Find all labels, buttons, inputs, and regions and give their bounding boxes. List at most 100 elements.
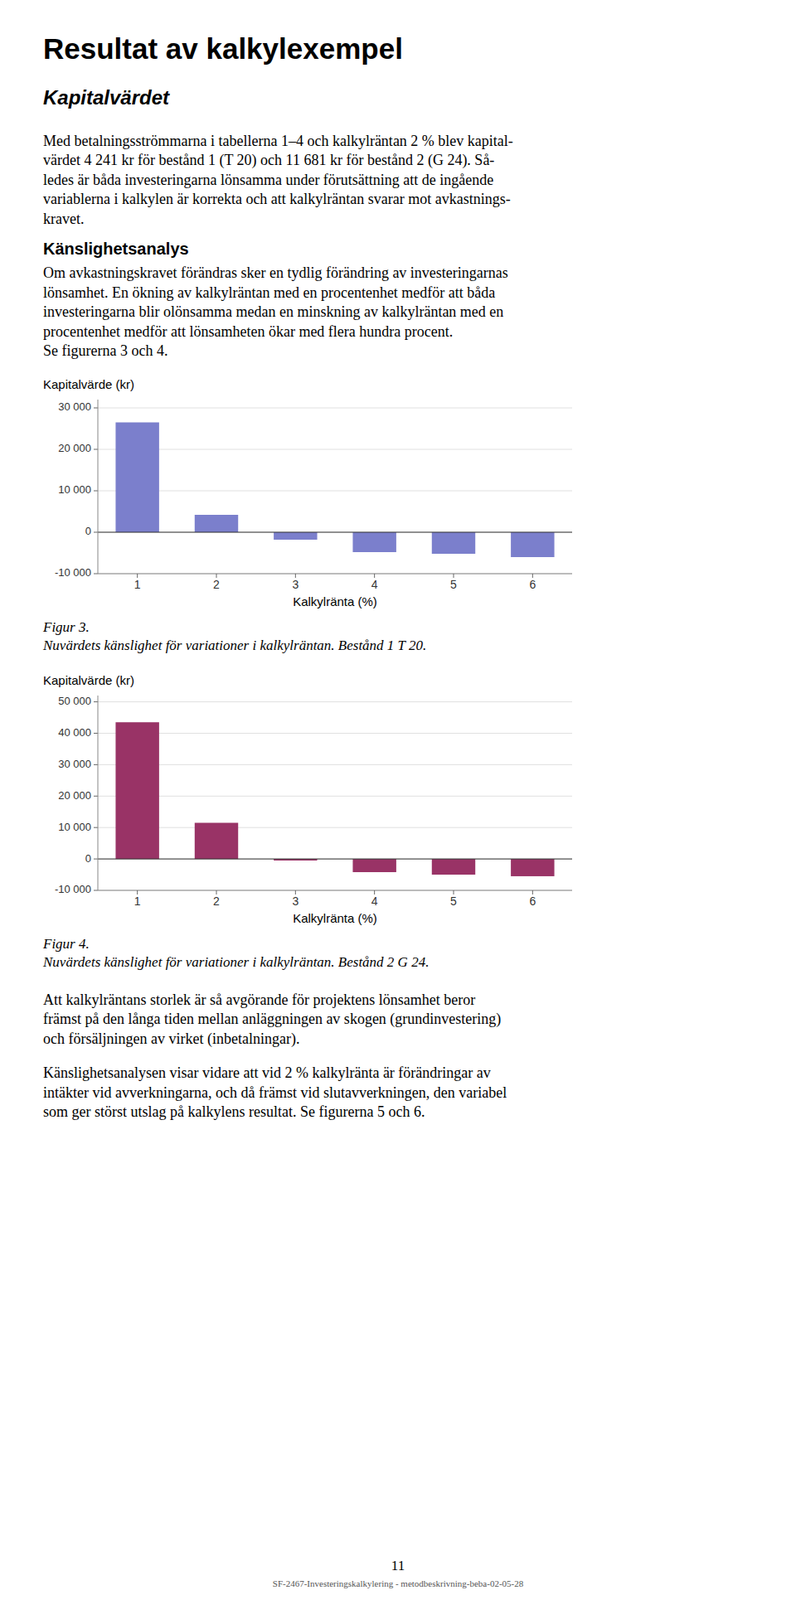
- footer: SF-2467-Investeringskalkylering - metodb…: [272, 1578, 525, 1589]
- x-tick: [216, 890, 218, 895]
- x-axis-label: Kalkylränta (%): [292, 911, 378, 926]
- x-tick-label: 3: [291, 577, 299, 592]
- grid-line: [97, 827, 573, 829]
- zero-line: [97, 532, 573, 534]
- bar-chart: Kapitalvärde (kr)-10 000010 00020 00030 …: [42, 673, 573, 970]
- y-tick: [93, 532, 98, 534]
- bar: [510, 532, 554, 558]
- grid-line: [97, 701, 573, 703]
- x-tick-label: 1: [134, 894, 141, 908]
- x-tick-label: 4: [371, 894, 379, 908]
- y-axis-label: Kapitalvärde (kr): [43, 673, 135, 688]
- x-tick: [216, 573, 218, 578]
- y-tick-label: -10 000: [54, 883, 92, 896]
- bar-chart: Kapitalvärde (kr)-10 000010 00020 00030 …: [42, 377, 573, 653]
- paragraph-line: värdet 4 241 kr för bestånd 1 (T 20) och…: [43, 151, 495, 170]
- y-tick: [93, 490, 98, 492]
- y-tick: [93, 449, 98, 451]
- grid-line: [97, 407, 573, 409]
- x-tick-label: 5: [450, 577, 457, 592]
- x-tick-label: 3: [291, 894, 299, 908]
- bars: [115, 722, 554, 877]
- x-tick: [373, 890, 375, 895]
- y-tick: [93, 407, 98, 409]
- y-tick-label: -10 000: [54, 566, 92, 579]
- paragraph-line: främst på den långa tiden mellan anläggn…: [43, 1010, 501, 1029]
- x-tick-label: 6: [529, 577, 536, 592]
- y-tick-label: 10 000: [58, 483, 92, 496]
- y-tick: [93, 827, 98, 829]
- x-tick-label: 1: [134, 577, 141, 592]
- paragraph-line: procentenhet medför att lönsamheten ökar…: [43, 323, 453, 340]
- figure-label: Figur 3.: [42, 619, 90, 636]
- paragraph-line: Med betalningsströmmarna i tabellerna 1–…: [43, 132, 514, 150]
- grid-line: [97, 573, 573, 575]
- bar: [273, 532, 317, 540]
- page-number: 11: [391, 1558, 405, 1574]
- x-axis-label: Kalkylränta (%): [292, 594, 378, 609]
- bars: [115, 422, 554, 559]
- x-tick-label: 5: [450, 894, 457, 908]
- paragraph-line: ledes är båda investeringarna lönsamma u…: [43, 171, 494, 189]
- paragraph-line: kravet.: [43, 210, 84, 228]
- y-tick: [93, 890, 98, 892]
- y-tick: [93, 701, 98, 703]
- zero-line: [97, 859, 573, 860]
- bar: [194, 514, 238, 533]
- y-tick-label: 0: [85, 852, 92, 865]
- x-tick: [453, 890, 455, 895]
- x-tick-label: 2: [213, 577, 220, 592]
- x-tick: [453, 573, 455, 578]
- x-axis-line: [97, 890, 573, 892]
- bar: [352, 859, 396, 873]
- paragraph-line: Känslighetsanalysen visar vidare att vid…: [43, 1064, 491, 1082]
- paragraph-line: intäkter vid avverkningarna, och då främ…: [43, 1084, 507, 1102]
- y-tick-label: 20 000: [58, 441, 92, 455]
- y-tick: [93, 764, 98, 766]
- paragraph-line: investeringarna blir olönsamma medan en …: [43, 303, 504, 321]
- x-tick: [136, 890, 138, 895]
- grid-line: [97, 490, 573, 492]
- x-tick: [532, 890, 534, 895]
- y-axis-line: [97, 399, 99, 574]
- y-tick: [93, 859, 98, 860]
- grid-line: [97, 532, 573, 534]
- bar: [115, 722, 159, 860]
- x-tick: [136, 573, 138, 578]
- grid-line: [97, 859, 573, 860]
- x-tick: [373, 573, 375, 578]
- figure-caption: Nuvärdets känslighet för variationer i k…: [42, 954, 429, 971]
- grid-line: [97, 732, 573, 734]
- bar: [431, 532, 476, 554]
- y-tick-label: 0: [85, 524, 92, 538]
- grid-line: [97, 764, 573, 766]
- x-tick: [532, 573, 534, 578]
- paragraph-line: Att kalkylräntans storlek är så avgörand…: [43, 991, 476, 1009]
- x-axis-line: [97, 573, 573, 575]
- paragraph-line: lönsamhet. En ökning av kalkylräntan med…: [43, 284, 496, 301]
- paragraph-line: Om avkastningskravet förändras sker en t…: [43, 264, 509, 282]
- y-tick: [93, 796, 98, 797]
- bar: [194, 823, 238, 860]
- section-heading: Känslighetsanalys: [43, 239, 190, 258]
- grid-line: [97, 890, 573, 892]
- x-tick-label: 4: [371, 577, 379, 592]
- y-tick: [93, 732, 98, 734]
- figure-caption: Nuvärdets känslighet för variationer i k…: [42, 637, 427, 654]
- paragraph-line: och försäljningen av virket (inbetalning…: [43, 1030, 300, 1049]
- subtitle: Kapitalvärdet: [43, 86, 170, 109]
- y-tick: [93, 573, 98, 575]
- y-tick-label: 50 000: [58, 694, 92, 708]
- paragraph-line: variablerna i kalkylen är korrekta och a…: [43, 190, 511, 208]
- page-title: Resultat av kalkylexempel: [43, 32, 403, 65]
- bar: [352, 532, 396, 553]
- bar: [431, 859, 476, 875]
- x-tick: [295, 890, 297, 895]
- grid-line: [97, 796, 573, 797]
- y-tick-label: 30 000: [58, 400, 92, 413]
- x-tick: [295, 573, 297, 578]
- y-tick-label: 40 000: [58, 726, 92, 739]
- grid-line: [97, 449, 573, 451]
- y-tick-label: 20 000: [58, 789, 92, 802]
- y-tick-label: 10 000: [58, 820, 92, 834]
